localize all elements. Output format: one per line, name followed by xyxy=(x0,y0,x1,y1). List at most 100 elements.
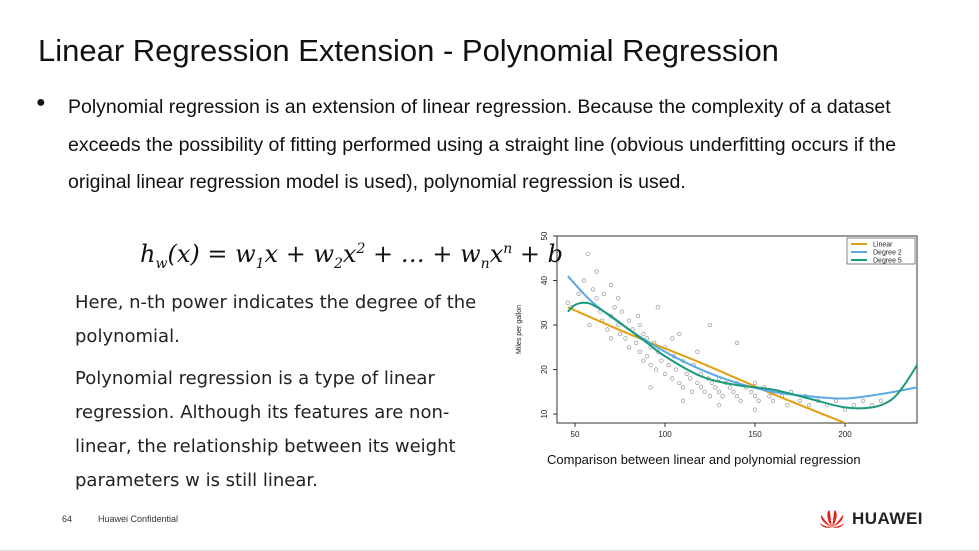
data-point xyxy=(680,385,686,390)
data-point xyxy=(617,331,623,337)
y-tick-label: 40 xyxy=(540,276,549,285)
y-tick-label: 30 xyxy=(540,320,549,329)
data-point xyxy=(576,291,581,296)
chart-caption: Comparison between linear and polynomial… xyxy=(547,452,861,467)
data-point xyxy=(644,354,650,359)
y-tick-label: 20 xyxy=(540,365,549,374)
data-point xyxy=(608,336,614,341)
series-line-linear xyxy=(567,306,848,423)
data-point xyxy=(641,358,646,363)
data-point xyxy=(608,282,614,288)
legend-label: Linear xyxy=(873,242,893,249)
bullet-icon: ● xyxy=(36,94,46,111)
data-point xyxy=(581,278,587,283)
x-tick-label: 200 xyxy=(838,430,852,439)
data-point xyxy=(565,300,570,305)
data-point xyxy=(713,385,718,390)
data-point xyxy=(601,291,606,296)
polynomial-formula: hw(x) = w1x + w2x2 + … + wnxn + b xyxy=(140,240,564,272)
data-point xyxy=(677,331,682,337)
data-point xyxy=(585,251,590,256)
data-point xyxy=(767,394,772,399)
plot-frame xyxy=(556,235,918,424)
data-point xyxy=(684,371,689,377)
regression-chart: 50 100 150 200 10 20 30 40 50 Miles per gallon Lin… xyxy=(516,231,918,439)
data-point xyxy=(695,380,700,386)
page-number: 64 xyxy=(62,514,73,524)
data-point xyxy=(716,389,722,394)
data-point xyxy=(637,349,642,354)
data-point xyxy=(680,398,686,403)
slide-title: Linear Regression Extension - Polynomial… xyxy=(38,33,779,68)
bullet-text: Polynomial regression is an extension of… xyxy=(68,96,897,193)
x-tick-label: 50 xyxy=(571,430,580,439)
data-point xyxy=(770,398,776,403)
data-point xyxy=(677,380,682,386)
data-point xyxy=(702,389,707,394)
data-point xyxy=(734,340,740,345)
data-point xyxy=(709,380,714,386)
data-point xyxy=(833,398,839,403)
data-point xyxy=(616,296,621,301)
data-point xyxy=(878,398,884,403)
data-point xyxy=(695,349,700,354)
data-point xyxy=(698,385,704,390)
data-point xyxy=(806,403,812,408)
huawei-logo-icon xyxy=(820,510,844,528)
x-tick-label: 150 xyxy=(748,430,762,439)
data-point xyxy=(673,367,678,372)
data-point xyxy=(590,287,596,292)
data-point xyxy=(648,385,653,390)
data-point xyxy=(641,331,646,337)
series-line-degree-5 xyxy=(567,301,917,410)
data-point xyxy=(619,309,624,314)
data-point xyxy=(626,318,632,323)
data-point xyxy=(752,394,758,399)
data-point xyxy=(731,389,736,394)
data-point xyxy=(662,371,668,377)
data-point xyxy=(653,367,659,372)
y-axis-label: Miles per gallon xyxy=(516,305,523,354)
data-point xyxy=(707,394,713,399)
logo-text: HUAWEI xyxy=(852,509,923,528)
data-point xyxy=(635,314,641,319)
x-tick-label: 100 xyxy=(658,430,672,439)
data-point xyxy=(688,376,693,381)
data-point xyxy=(626,345,632,350)
degree-explanation: Here, n-th power indicates the degree of… xyxy=(75,292,477,347)
confidential-label: Huawei Confidential xyxy=(98,514,179,524)
y-tick-label: 50 xyxy=(540,231,549,240)
data-point xyxy=(860,398,866,403)
data-point xyxy=(637,322,642,328)
data-point xyxy=(659,358,664,363)
data-point xyxy=(670,336,675,341)
data-point xyxy=(623,336,628,341)
data-point xyxy=(594,269,599,274)
legend-label: Degree 2 xyxy=(873,250,902,257)
legend-label: Degree 5 xyxy=(873,258,902,265)
data-point xyxy=(797,398,803,403)
data-point xyxy=(756,398,761,403)
data-point xyxy=(752,407,758,412)
data-point xyxy=(707,322,713,328)
data-point xyxy=(634,340,639,345)
data-point xyxy=(594,296,599,301)
data-point xyxy=(670,376,675,381)
data-point xyxy=(785,403,790,408)
data-point xyxy=(612,305,617,310)
data-point xyxy=(752,380,758,386)
data-point xyxy=(587,322,592,328)
data-point xyxy=(734,394,740,399)
y-tick-label: 10 xyxy=(540,409,549,418)
data-point xyxy=(727,385,732,390)
data-point xyxy=(655,305,660,310)
data-point xyxy=(689,389,695,394)
data-point xyxy=(666,363,671,368)
linearity-explanation: Polynomial regression is a type of linea… xyxy=(75,368,456,491)
data-point xyxy=(720,394,725,399)
data-point xyxy=(716,403,722,408)
data-point xyxy=(648,363,653,368)
data-point xyxy=(605,327,610,332)
data-point xyxy=(749,389,754,394)
